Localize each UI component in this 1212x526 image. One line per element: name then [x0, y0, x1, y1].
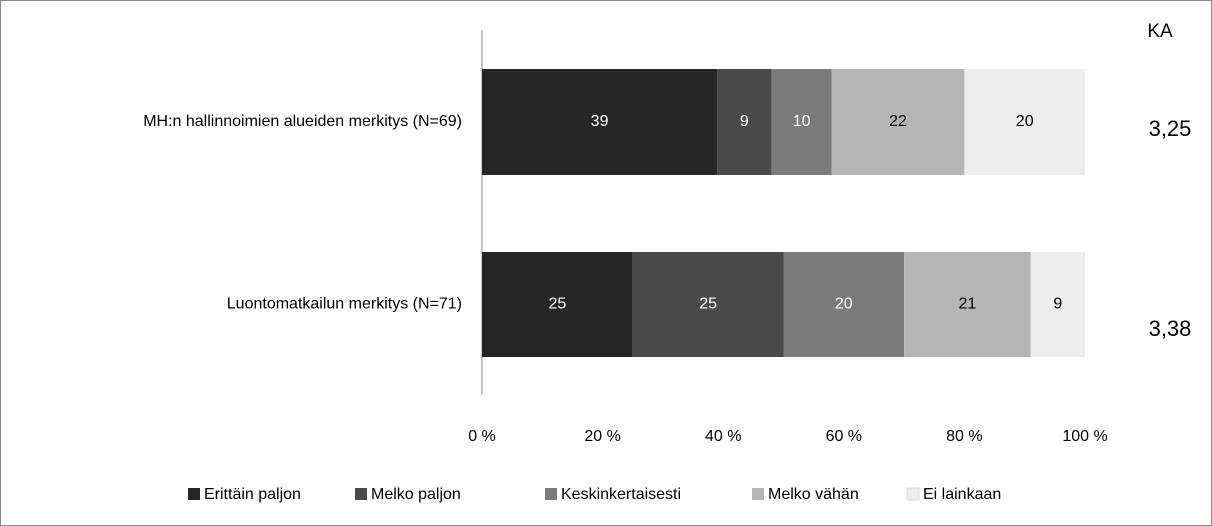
- x-tick-label: 20 %: [584, 428, 620, 445]
- legend-swatch: [355, 488, 367, 500]
- legend-swatch: [906, 487, 920, 501]
- bar-segment: [1030, 252, 1085, 357]
- legend-swatch: [545, 488, 557, 500]
- bar-segment: [904, 252, 1031, 357]
- data-label: 25: [548, 296, 566, 313]
- bar-segment: [717, 69, 772, 175]
- bar-segment: [783, 252, 905, 357]
- category-label: Luontomatkailun merkitys (N=71): [227, 296, 462, 313]
- x-tick-label: 40 %: [705, 428, 741, 445]
- bar-segment: [771, 69, 832, 175]
- bar-segment: [964, 69, 1085, 175]
- data-label: 9: [1053, 296, 1062, 313]
- data-label: 39: [591, 113, 609, 130]
- x-tick-label: 100 %: [1062, 428, 1107, 445]
- data-label: 9: [740, 113, 749, 130]
- bar-segment: [831, 69, 965, 175]
- data-label: 25: [699, 296, 717, 313]
- legend-swatch: [752, 488, 764, 500]
- legend-label: Melko vähän: [768, 486, 859, 503]
- side-label: 3,38: [1149, 316, 1192, 341]
- bar-segment: [482, 69, 718, 175]
- legend-label: Melko paljon: [371, 486, 461, 503]
- bar-segment: [632, 252, 784, 357]
- data-label: 22: [889, 113, 907, 130]
- x-tick-label: 0 %: [468, 428, 496, 445]
- data-label: 21: [959, 296, 977, 313]
- data-label: 10: [793, 113, 811, 130]
- side-label: 3,25: [1149, 116, 1192, 141]
- legend-swatch: [188, 488, 200, 500]
- category-label: MH:n hallinnoimien alueiden merkitys (N=…: [143, 113, 462, 130]
- bar-segment: [482, 252, 633, 357]
- x-tick-label: 60 %: [826, 428, 862, 445]
- data-label: 20: [1016, 113, 1034, 130]
- side-title: KA: [1147, 21, 1173, 42]
- legend-label: Ei lainkaan: [923, 486, 1001, 503]
- x-tick-label: 80 %: [946, 428, 982, 445]
- legend-label: Erittäin paljon: [204, 486, 301, 503]
- legend-label: Keskinkertaisesti: [561, 486, 681, 503]
- data-label: 20: [835, 296, 853, 313]
